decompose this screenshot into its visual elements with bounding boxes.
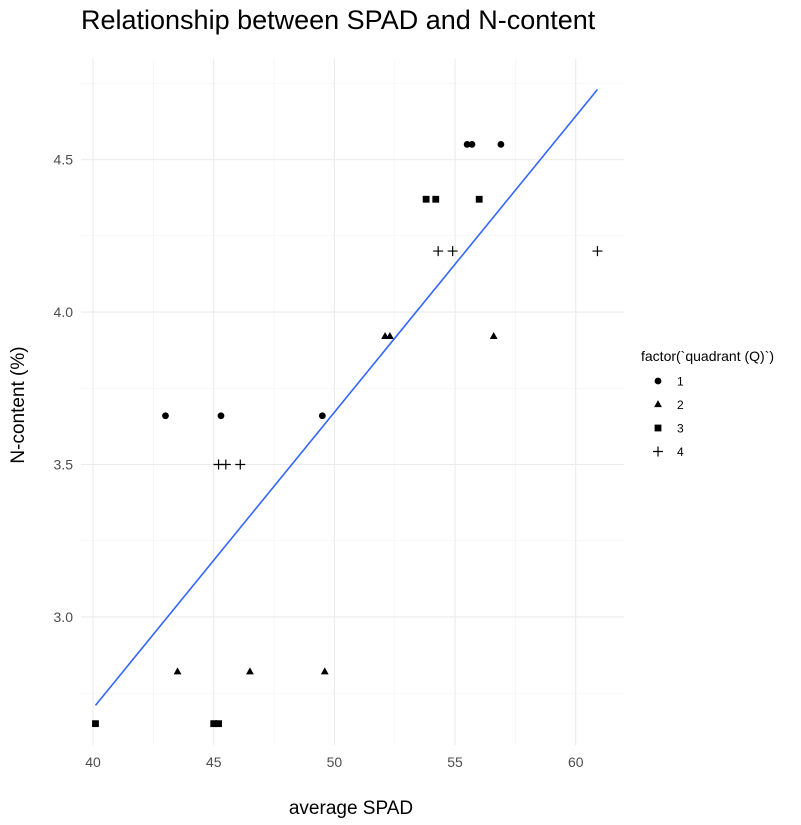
legend-key-q2 <box>654 400 662 408</box>
data-point-q4 <box>220 459 231 470</box>
data-point-q1 <box>497 140 505 148</box>
legend-key-q1 <box>654 377 662 385</box>
legend-title: factor(`quadrant (Q)`) <box>641 348 774 364</box>
legend-label: 2 <box>677 398 684 412</box>
data-point-q2 <box>320 667 329 675</box>
data-point-q2 <box>246 667 254 675</box>
data-points <box>92 140 603 728</box>
legend-key-q4 <box>653 446 663 457</box>
x-tick-label: 60 <box>568 754 584 770</box>
data-point-q3 <box>475 195 483 203</box>
data-point-q3 <box>210 720 218 728</box>
data-point-q1 <box>318 412 326 420</box>
data-point-q3 <box>215 720 222 728</box>
x-tick-label: 45 <box>206 754 222 770</box>
grid <box>81 59 624 745</box>
data-point-q3 <box>422 195 430 203</box>
data-point-q2 <box>173 667 182 675</box>
y-tick-label: 3.0 <box>54 609 74 625</box>
x-tick-labels: 40 45 50 55 60 <box>85 754 583 770</box>
x-axis-title: average SPAD <box>289 798 413 819</box>
y-tick-labels: 3.0 3.5 4.0 4.5 <box>54 152 74 625</box>
legend-label: 1 <box>677 375 684 389</box>
trendline-group <box>94 88 599 706</box>
data-point-q3 <box>432 195 440 203</box>
chart-title: Relationship between SPAD and N-content <box>81 5 596 35</box>
legend: factor(`quadrant (Q)`) 1 2 3 4 <box>641 348 774 459</box>
data-point-q1 <box>217 412 225 420</box>
data-point-q2 <box>386 332 394 340</box>
data-point-q4 <box>433 246 444 257</box>
y-tick-label: 3.5 <box>54 457 74 473</box>
data-point-q4 <box>592 246 603 257</box>
x-tick-label: 50 <box>327 754 343 770</box>
legend-key-q3 <box>654 424 662 432</box>
x-tick-label: 55 <box>447 754 463 770</box>
data-point-q1 <box>468 140 476 148</box>
data-point-q2 <box>489 332 498 340</box>
data-point-q1 <box>162 412 169 420</box>
y-tick-label: 4.5 <box>54 152 74 168</box>
legend-label: 4 <box>677 445 684 459</box>
data-point-q4 <box>235 459 246 470</box>
legend-label: 3 <box>677 422 684 436</box>
x-tick-label: 40 <box>85 754 101 770</box>
trendline <box>94 88 599 706</box>
data-point-q3 <box>92 720 99 728</box>
data-point-q1 <box>463 140 471 148</box>
data-point-q4 <box>447 246 458 257</box>
y-axis-title: N-content (%) <box>8 346 29 463</box>
y-tick-label: 4.0 <box>54 304 74 320</box>
